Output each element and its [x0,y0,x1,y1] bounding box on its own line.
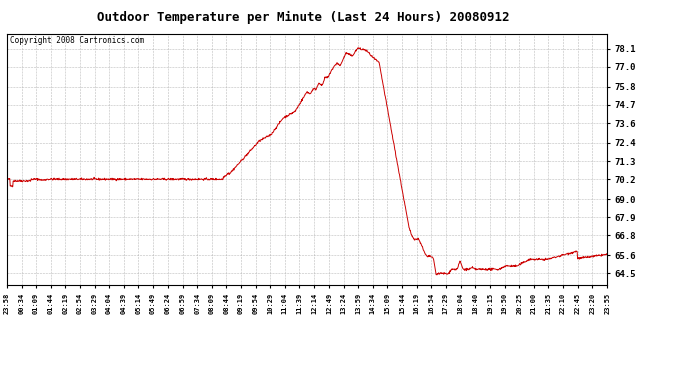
Text: Copyright 2008 Cartronics.com: Copyright 2008 Cartronics.com [10,36,144,45]
Text: Outdoor Temperature per Minute (Last 24 Hours) 20080912: Outdoor Temperature per Minute (Last 24 … [97,11,510,24]
